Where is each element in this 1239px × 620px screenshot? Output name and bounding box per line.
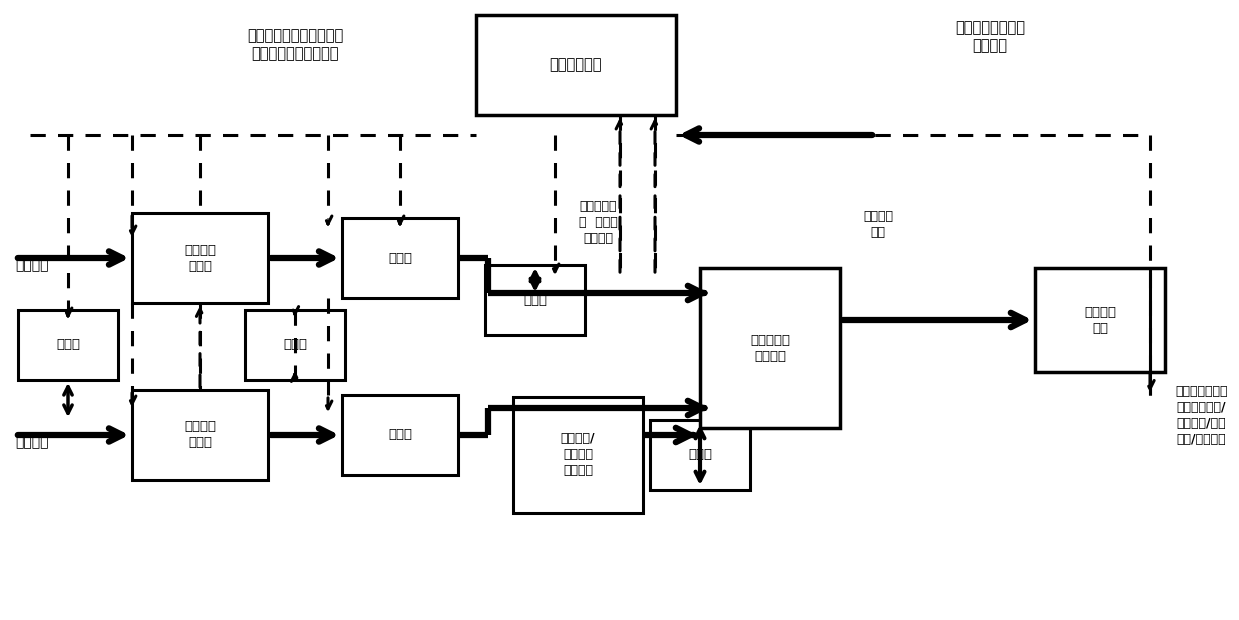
FancyBboxPatch shape — [19, 310, 118, 380]
Text: 燃料流量
控制器: 燃料流量 控制器 — [185, 420, 216, 450]
Text: 电池燃料: 电池燃料 — [15, 435, 48, 449]
Text: 电堆降温
信号: 电堆降温 信号 — [864, 210, 893, 239]
Text: 气体流量
控制器: 气体流量 控制器 — [185, 244, 216, 273]
Text: 燃料电池堆
水电解堆: 燃料电池堆 水电解堆 — [750, 334, 790, 363]
FancyBboxPatch shape — [245, 310, 344, 380]
FancyBboxPatch shape — [133, 213, 268, 303]
Text: 对电子测试系统的
控制信号: 对电子测试系统的 控制信号 — [955, 20, 1025, 53]
FancyBboxPatch shape — [476, 15, 676, 115]
Text: 加湿器: 加湿器 — [56, 339, 81, 352]
Text: 冷却器: 冷却器 — [688, 448, 712, 461]
FancyBboxPatch shape — [484, 265, 585, 335]
FancyBboxPatch shape — [342, 395, 458, 475]
Text: 背压阀: 背压阀 — [388, 428, 413, 441]
Text: 电池测试输出：
整体电压电流/
单片电压/电流
分布/同步阻抗: 电池测试输出： 整体电压电流/ 单片电压/电流 分布/同步阻抗 — [1175, 385, 1228, 446]
Text: 加热器: 加热器 — [282, 339, 307, 352]
Text: 冷却器: 冷却器 — [523, 293, 546, 306]
FancyBboxPatch shape — [342, 218, 458, 298]
FancyBboxPatch shape — [513, 397, 643, 513]
FancyBboxPatch shape — [700, 268, 840, 428]
Text: 反应气体: 反应气体 — [15, 258, 48, 272]
Text: 背压阀: 背压阀 — [388, 252, 413, 265]
FancyBboxPatch shape — [650, 420, 750, 490]
FancyBboxPatch shape — [133, 390, 268, 480]
Text: 燃料入口压
力  温度等
反馈信号: 燃料入口压 力 温度等 反馈信号 — [579, 200, 617, 245]
Text: 电子测试
系统: 电子测试 系统 — [1084, 306, 1116, 335]
Text: 系统控制单元: 系统控制单元 — [550, 58, 602, 73]
Text: 控制总线用以传输流量、
压力、湿度等控制信号: 控制总线用以传输流量、 压力、湿度等控制信号 — [247, 28, 343, 61]
Text: 气质联用/
离子色谱
恒电位仪: 气质联用/ 离子色谱 恒电位仪 — [561, 433, 595, 477]
FancyBboxPatch shape — [1035, 268, 1165, 372]
